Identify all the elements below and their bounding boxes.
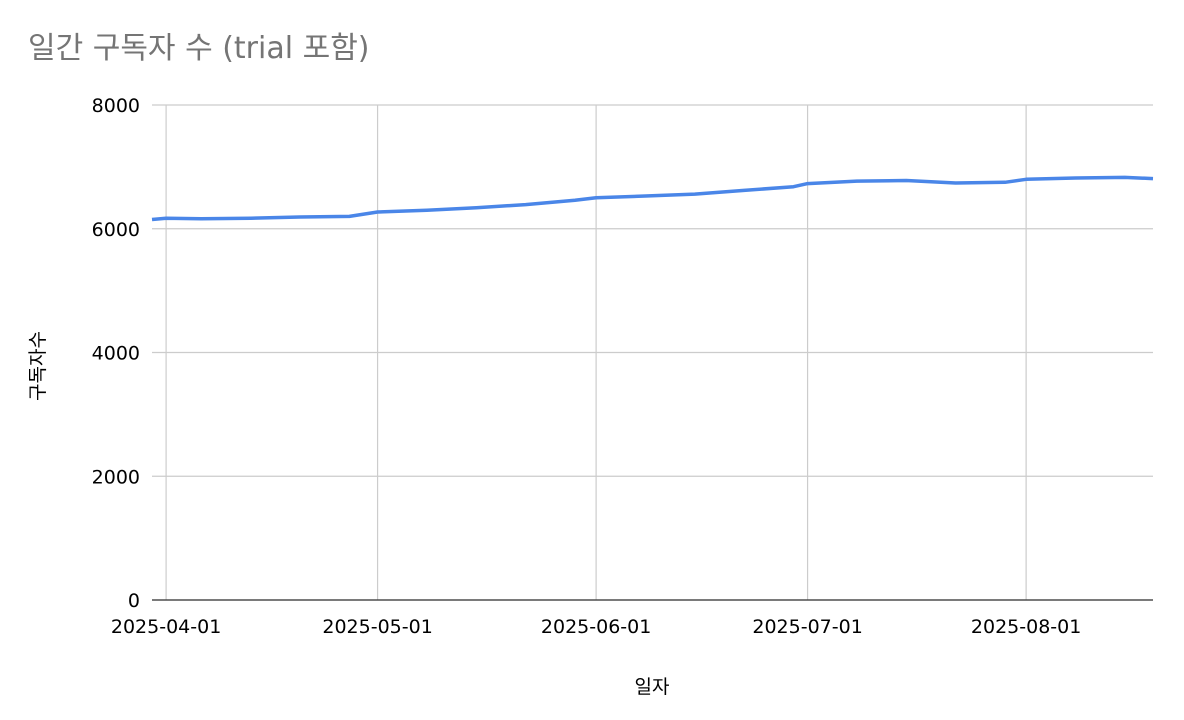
x-tick-label: 2025-04-01: [111, 616, 221, 638]
y-axis-title: 구독자수: [27, 331, 49, 401]
x-tick-label: 2025-06-01: [541, 616, 651, 638]
y-tick-label: 8000: [92, 95, 140, 117]
x-tick-label: 2025-07-01: [752, 616, 862, 638]
y-tick-label: 4000: [92, 343, 140, 365]
y-tick-label: 0: [128, 590, 140, 612]
y-tick-label: 2000: [92, 466, 140, 488]
y-tick-label: 6000: [92, 219, 140, 241]
x-tick-label: 2025-05-01: [322, 616, 432, 638]
x-axis-title: 일자: [635, 676, 670, 698]
data-line: [151, 175, 1154, 222]
x-tick-label: 2025-08-01: [971, 616, 1081, 638]
chart-title: 일간 구독자 수 (trial 포함): [28, 31, 370, 66]
